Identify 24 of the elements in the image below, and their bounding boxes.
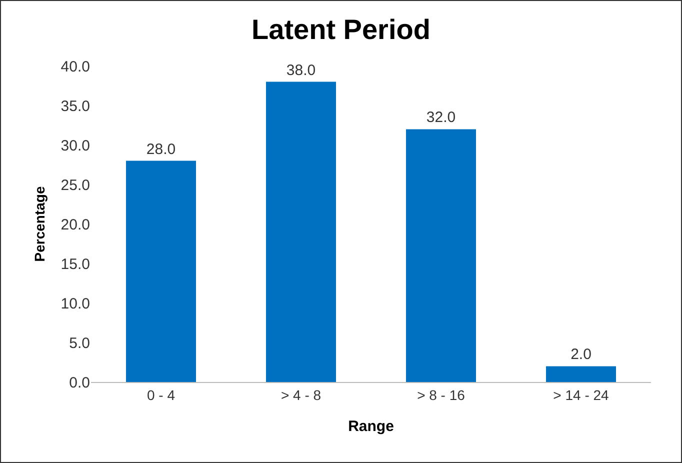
- y-tick-label: 10.0: [60, 295, 90, 312]
- bar: [406, 129, 476, 382]
- data-label: 28.0: [146, 140, 176, 158]
- x-tick-label: > 4 - 8: [280, 386, 322, 403]
- y-tick-label: 40.0: [60, 58, 90, 76]
- y-tick-label: 15.0: [60, 256, 90, 273]
- bar: [546, 366, 616, 382]
- y-axis-title: Percentage: [31, 186, 48, 262]
- x-tick-label: > 8 - 16: [417, 386, 466, 403]
- x-tick-label: 0 - 4: [146, 386, 176, 403]
- x-axis-title: Range: [348, 418, 394, 435]
- y-tick-label: 30.0: [60, 137, 90, 154]
- y-tick-label: 5.0: [69, 334, 90, 352]
- data-label: 32.0: [426, 109, 456, 126]
- y-tick-label: 20.0: [60, 216, 90, 234]
- bar: [126, 160, 196, 382]
- y-tick-label: 0.0: [69, 374, 90, 392]
- y-tick-label: 25.0: [60, 176, 90, 194]
- bar: [266, 82, 336, 382]
- data-label: 2.0: [570, 346, 592, 364]
- y-tick-label: 35.0: [60, 98, 90, 115]
- x-tick-label: > 14 - 24: [553, 386, 610, 403]
- data-label: 38.0: [286, 62, 316, 79]
- chart-title: Latent Period: [252, 14, 430, 46]
